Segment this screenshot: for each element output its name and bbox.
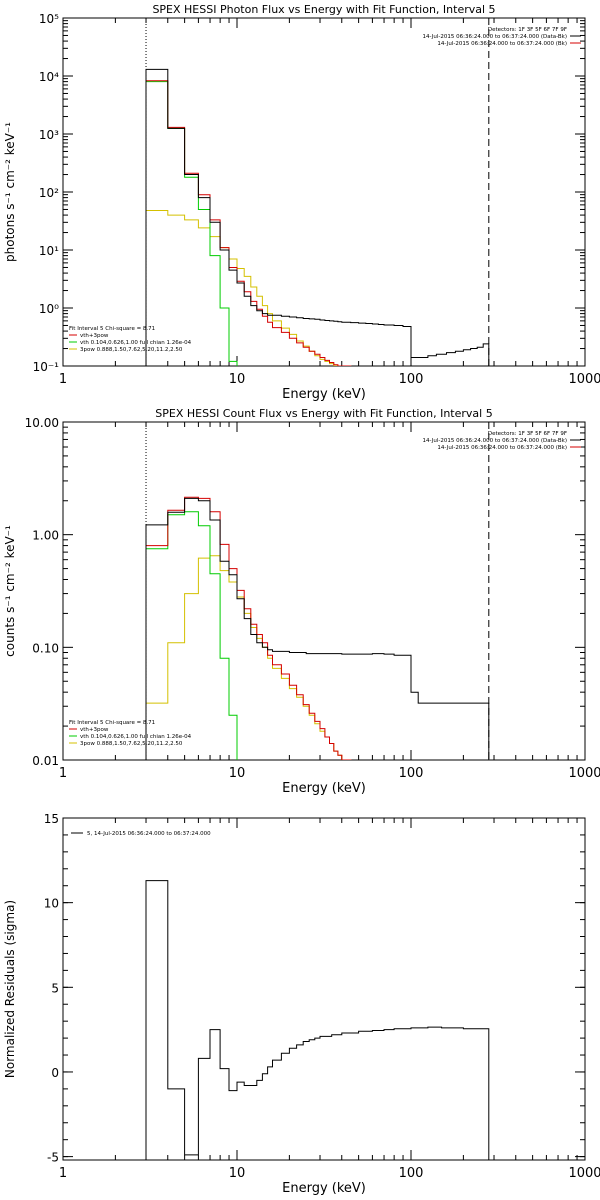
x-axis-label: Energy (keV)	[282, 387, 366, 402]
x-tick-label: 1	[59, 1166, 67, 1181]
x-tick-label: 1000	[568, 766, 600, 781]
legend-top-left: 5, 14-Jul-2015 06:36:24.000 to 06:37:24.…	[71, 831, 211, 837]
chart-panel-2: 1 10 100 1000 0.01 0.10 1.00 10.00 SPEX HESSI Co…	[3, 407, 600, 796]
series-vth-3pow	[145, 80, 352, 366]
y-tick-label: 10.00	[25, 416, 59, 430]
y-axis-label: Normalized Residuals (sigma)	[3, 900, 17, 1078]
legend-bottom-left-entry: Fit Interval 5 Chi-square = 8.71	[69, 326, 155, 332]
y-tick-label: 10⁵	[39, 12, 59, 26]
x-tick-label: 1000	[568, 372, 600, 387]
chart-panel-3: 1 10 100 1000 -5 0 5 10 15 Energy (keV) Normalized…	[3, 812, 600, 1196]
legend-bottom-left-entry: Fit Interval 5 Chi-square = 8.71	[69, 720, 155, 726]
legend-top-right-entry: Detectors: 1F 3F 5F 6F 7F 9F	[488, 27, 567, 33]
y-tick-label: 10⁻¹	[33, 360, 60, 374]
y-tick-label: 1.00	[32, 529, 59, 543]
legend-bottom-left-entry: vth+3pow	[80, 727, 109, 733]
legend-bottom-left: Fit Interval 5 Chi-square = 8.71vth+3pow…	[69, 720, 192, 747]
y-tick-label: 10⁰	[39, 302, 59, 316]
y-tick-label: 15	[44, 812, 59, 826]
legend-bottom-left-entry: 3pow 0.888,1.50,7.62,5.20,11.2,2.50	[80, 347, 183, 353]
legend-bottom-left: Fit Interval 5 Chi-square = 8.71vth+3pow…	[69, 326, 192, 353]
legend-top-right-entry: Detectors: 1F 3F 5F 6F 7F 9F	[488, 431, 567, 437]
chart-title: SPEX HESSI Photon Flux vs Energy with Fi…	[152, 3, 495, 16]
series-vth	[145, 81, 238, 366]
legend-top-left-entry: 5, 14-Jul-2015 06:36:24.000 to 06:37:24.…	[87, 831, 211, 837]
y-tick-label: 10³	[39, 128, 59, 142]
legend-top-right: Detectors: 1F 3F 5F 6F 7F 9F14-Jul-2015 …	[423, 431, 581, 451]
series-residuals	[145, 880, 490, 1160]
plot-frame	[62, 421, 586, 761]
y-axis-label: counts s⁻¹ cm⁻² keV⁻¹	[3, 525, 17, 657]
y-axis-label: photons s⁻¹ cm⁻² keV⁻¹	[3, 122, 17, 262]
x-tick-label: 10	[229, 1166, 246, 1181]
series-vth	[145, 511, 238, 760]
x-tick-label: 100	[399, 372, 424, 387]
y-tick-label: 5	[51, 981, 59, 995]
y-tick-label: 10¹	[39, 244, 59, 258]
chart-panel-1: 1 10 100 1000 10⁻¹ 10⁰ 10¹ 10² 10³ 10⁴ 10⁵ SPEX HES…	[3, 3, 600, 402]
x-axis-label: Energy (keV)	[282, 781, 366, 796]
x-tick-label: 1	[59, 766, 67, 781]
plot-frame	[62, 817, 586, 1161]
x-tick-label: 10	[229, 766, 246, 781]
y-tick-label: 10²	[39, 186, 59, 200]
y-tick-label: -5	[47, 1151, 59, 1165]
series-vth-3pow	[145, 496, 352, 760]
y-tick-label: 0	[51, 1066, 59, 1080]
legend-bottom-left-entry: vth+3pow	[80, 333, 109, 339]
x-tick-label: 1000	[568, 1166, 600, 1181]
series-data-bk	[145, 68, 490, 366]
series-group	[145, 496, 490, 760]
series-3pow	[145, 555, 352, 760]
legend-bottom-left-entry: vth 0.104,0.626,1.00 full chian 1.26e-04	[80, 734, 192, 740]
series-group	[145, 68, 490, 366]
y-tick-label: 0.10	[32, 641, 59, 655]
legend-top-right-entry: 14-Jul-2015 06:36:24.000 to 06:37:24.000…	[437, 445, 567, 451]
x-tick-label: 1	[59, 372, 67, 387]
legend-top-right: Detectors: 1F 3F 5F 6F 7F 9F14-Jul-2015 …	[423, 27, 581, 47]
y-tick-label: 10	[44, 897, 59, 911]
series-group	[145, 880, 490, 1160]
x-tick-label: 10	[229, 372, 246, 387]
legend-top-right-entry: 14-Jul-2015 06:36:24.000 to 06:37:24.000…	[437, 41, 567, 47]
y-tick-label: 10⁴	[39, 70, 59, 84]
chart-title: SPEX HESSI Count Flux vs Energy with Fit…	[155, 407, 492, 420]
legend-bottom-left-entry: 3pow 0.888,1.50,7.62,5.20,11.2,2.50	[80, 741, 183, 747]
x-tick-label: 100	[399, 1166, 424, 1181]
legend-bottom-left-entry: vth 0.104,0.626,1.00 full chian 1.26e-04	[80, 340, 192, 346]
series-data-bk	[145, 497, 490, 760]
plot-frame	[62, 17, 586, 367]
x-tick-label: 100	[399, 766, 424, 781]
x-axis-label: Energy (keV)	[282, 1181, 366, 1196]
legend-top-right-entry: 14-Jul-2015 06:36:24.000 to 06:37:24.000…	[423, 438, 568, 444]
y-tick-label: 0.01	[32, 754, 59, 768]
legend-top-right-entry: 14-Jul-2015 06:36:24.000 to 06:37:24.000…	[423, 34, 568, 40]
